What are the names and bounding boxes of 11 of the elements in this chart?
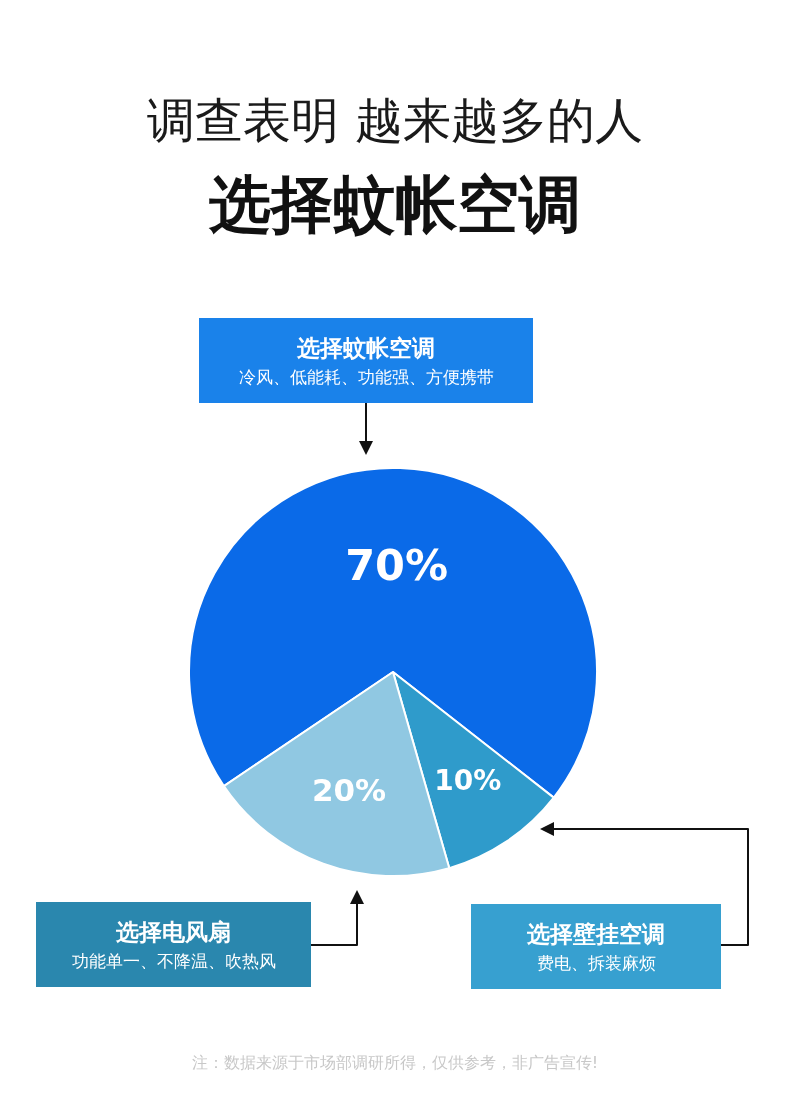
data-label: 20% bbox=[311, 771, 387, 808]
slice-label: 选择壁挂空调 bbox=[527, 919, 665, 949]
text: 冷风、低能耗、功能强、方便携带 bbox=[238, 365, 494, 389]
slice-label: 选择电风扇 bbox=[116, 917, 231, 947]
data-label: 10% bbox=[434, 764, 502, 798]
slice-label: 选择蚊帐空调 bbox=[297, 333, 435, 363]
chart-subtitle: 选择蚊帐空调 bbox=[208, 168, 582, 242]
text: 功能单一、不降温、吹热风 bbox=[71, 949, 276, 973]
text: 费电、拆装麻烦 bbox=[536, 951, 656, 975]
chart-title: 调查表明 越来越多的人 bbox=[146, 91, 644, 150]
data-label: 70% bbox=[345, 540, 449, 591]
